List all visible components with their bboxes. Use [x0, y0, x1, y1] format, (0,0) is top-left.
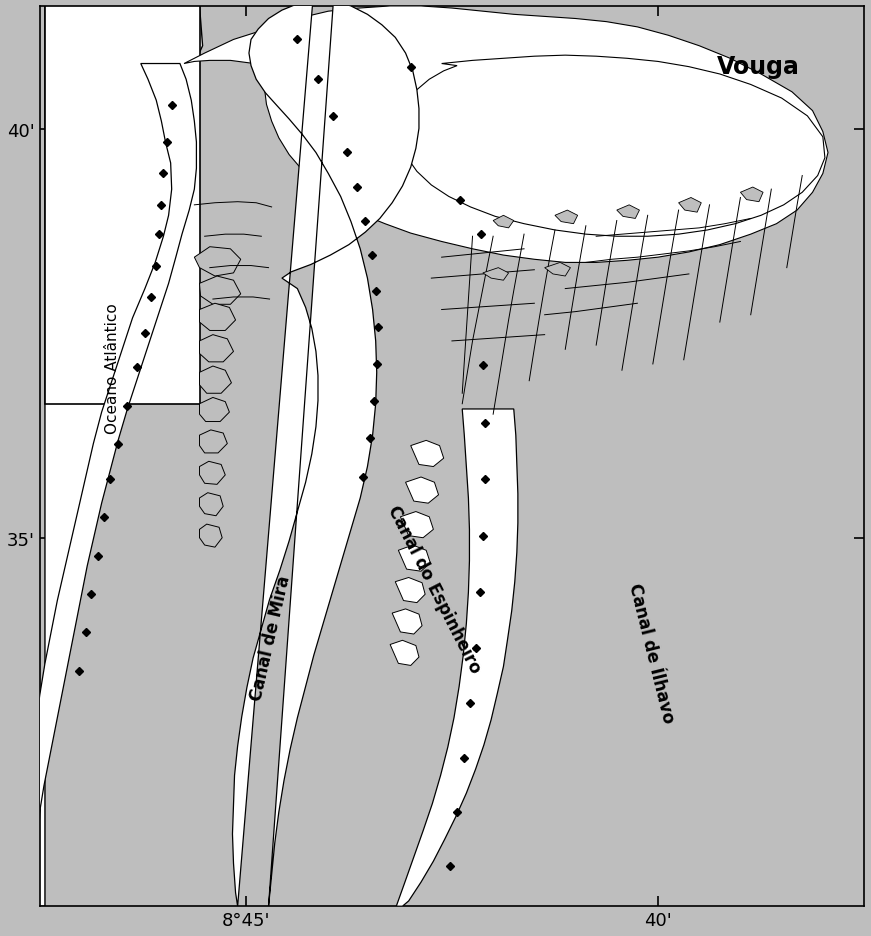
Polygon shape — [398, 56, 825, 237]
Polygon shape — [199, 398, 229, 422]
Polygon shape — [390, 640, 419, 665]
Polygon shape — [199, 277, 240, 305]
Polygon shape — [740, 188, 763, 202]
Polygon shape — [401, 512, 434, 538]
Polygon shape — [406, 477, 438, 504]
Polygon shape — [396, 410, 518, 906]
Polygon shape — [36, 7, 203, 906]
Polygon shape — [679, 198, 701, 212]
Text: Oceano Atlântico: Oceano Atlântico — [105, 303, 120, 433]
Polygon shape — [199, 493, 223, 516]
Text: Canal de Ílhavo: Canal de Ílhavo — [625, 581, 678, 724]
Polygon shape — [233, 2, 419, 906]
Text: Vouga: Vouga — [717, 54, 800, 79]
Polygon shape — [392, 609, 422, 635]
Polygon shape — [184, 7, 828, 263]
Polygon shape — [199, 461, 226, 485]
Polygon shape — [23, 65, 197, 906]
Polygon shape — [194, 247, 240, 277]
Polygon shape — [45, 7, 199, 404]
Polygon shape — [411, 441, 443, 467]
Text: Canal de Mira: Canal de Mira — [247, 574, 294, 702]
Polygon shape — [617, 206, 639, 219]
Polygon shape — [199, 367, 232, 394]
Polygon shape — [395, 578, 425, 603]
Polygon shape — [199, 524, 222, 548]
Polygon shape — [544, 263, 571, 277]
Polygon shape — [555, 211, 577, 225]
Polygon shape — [199, 431, 227, 453]
Polygon shape — [493, 216, 514, 228]
Polygon shape — [398, 546, 430, 572]
Polygon shape — [483, 269, 509, 281]
Polygon shape — [199, 304, 235, 331]
Polygon shape — [199, 335, 233, 362]
Text: Canal do Espinheiro: Canal do Espinheiro — [384, 503, 484, 676]
